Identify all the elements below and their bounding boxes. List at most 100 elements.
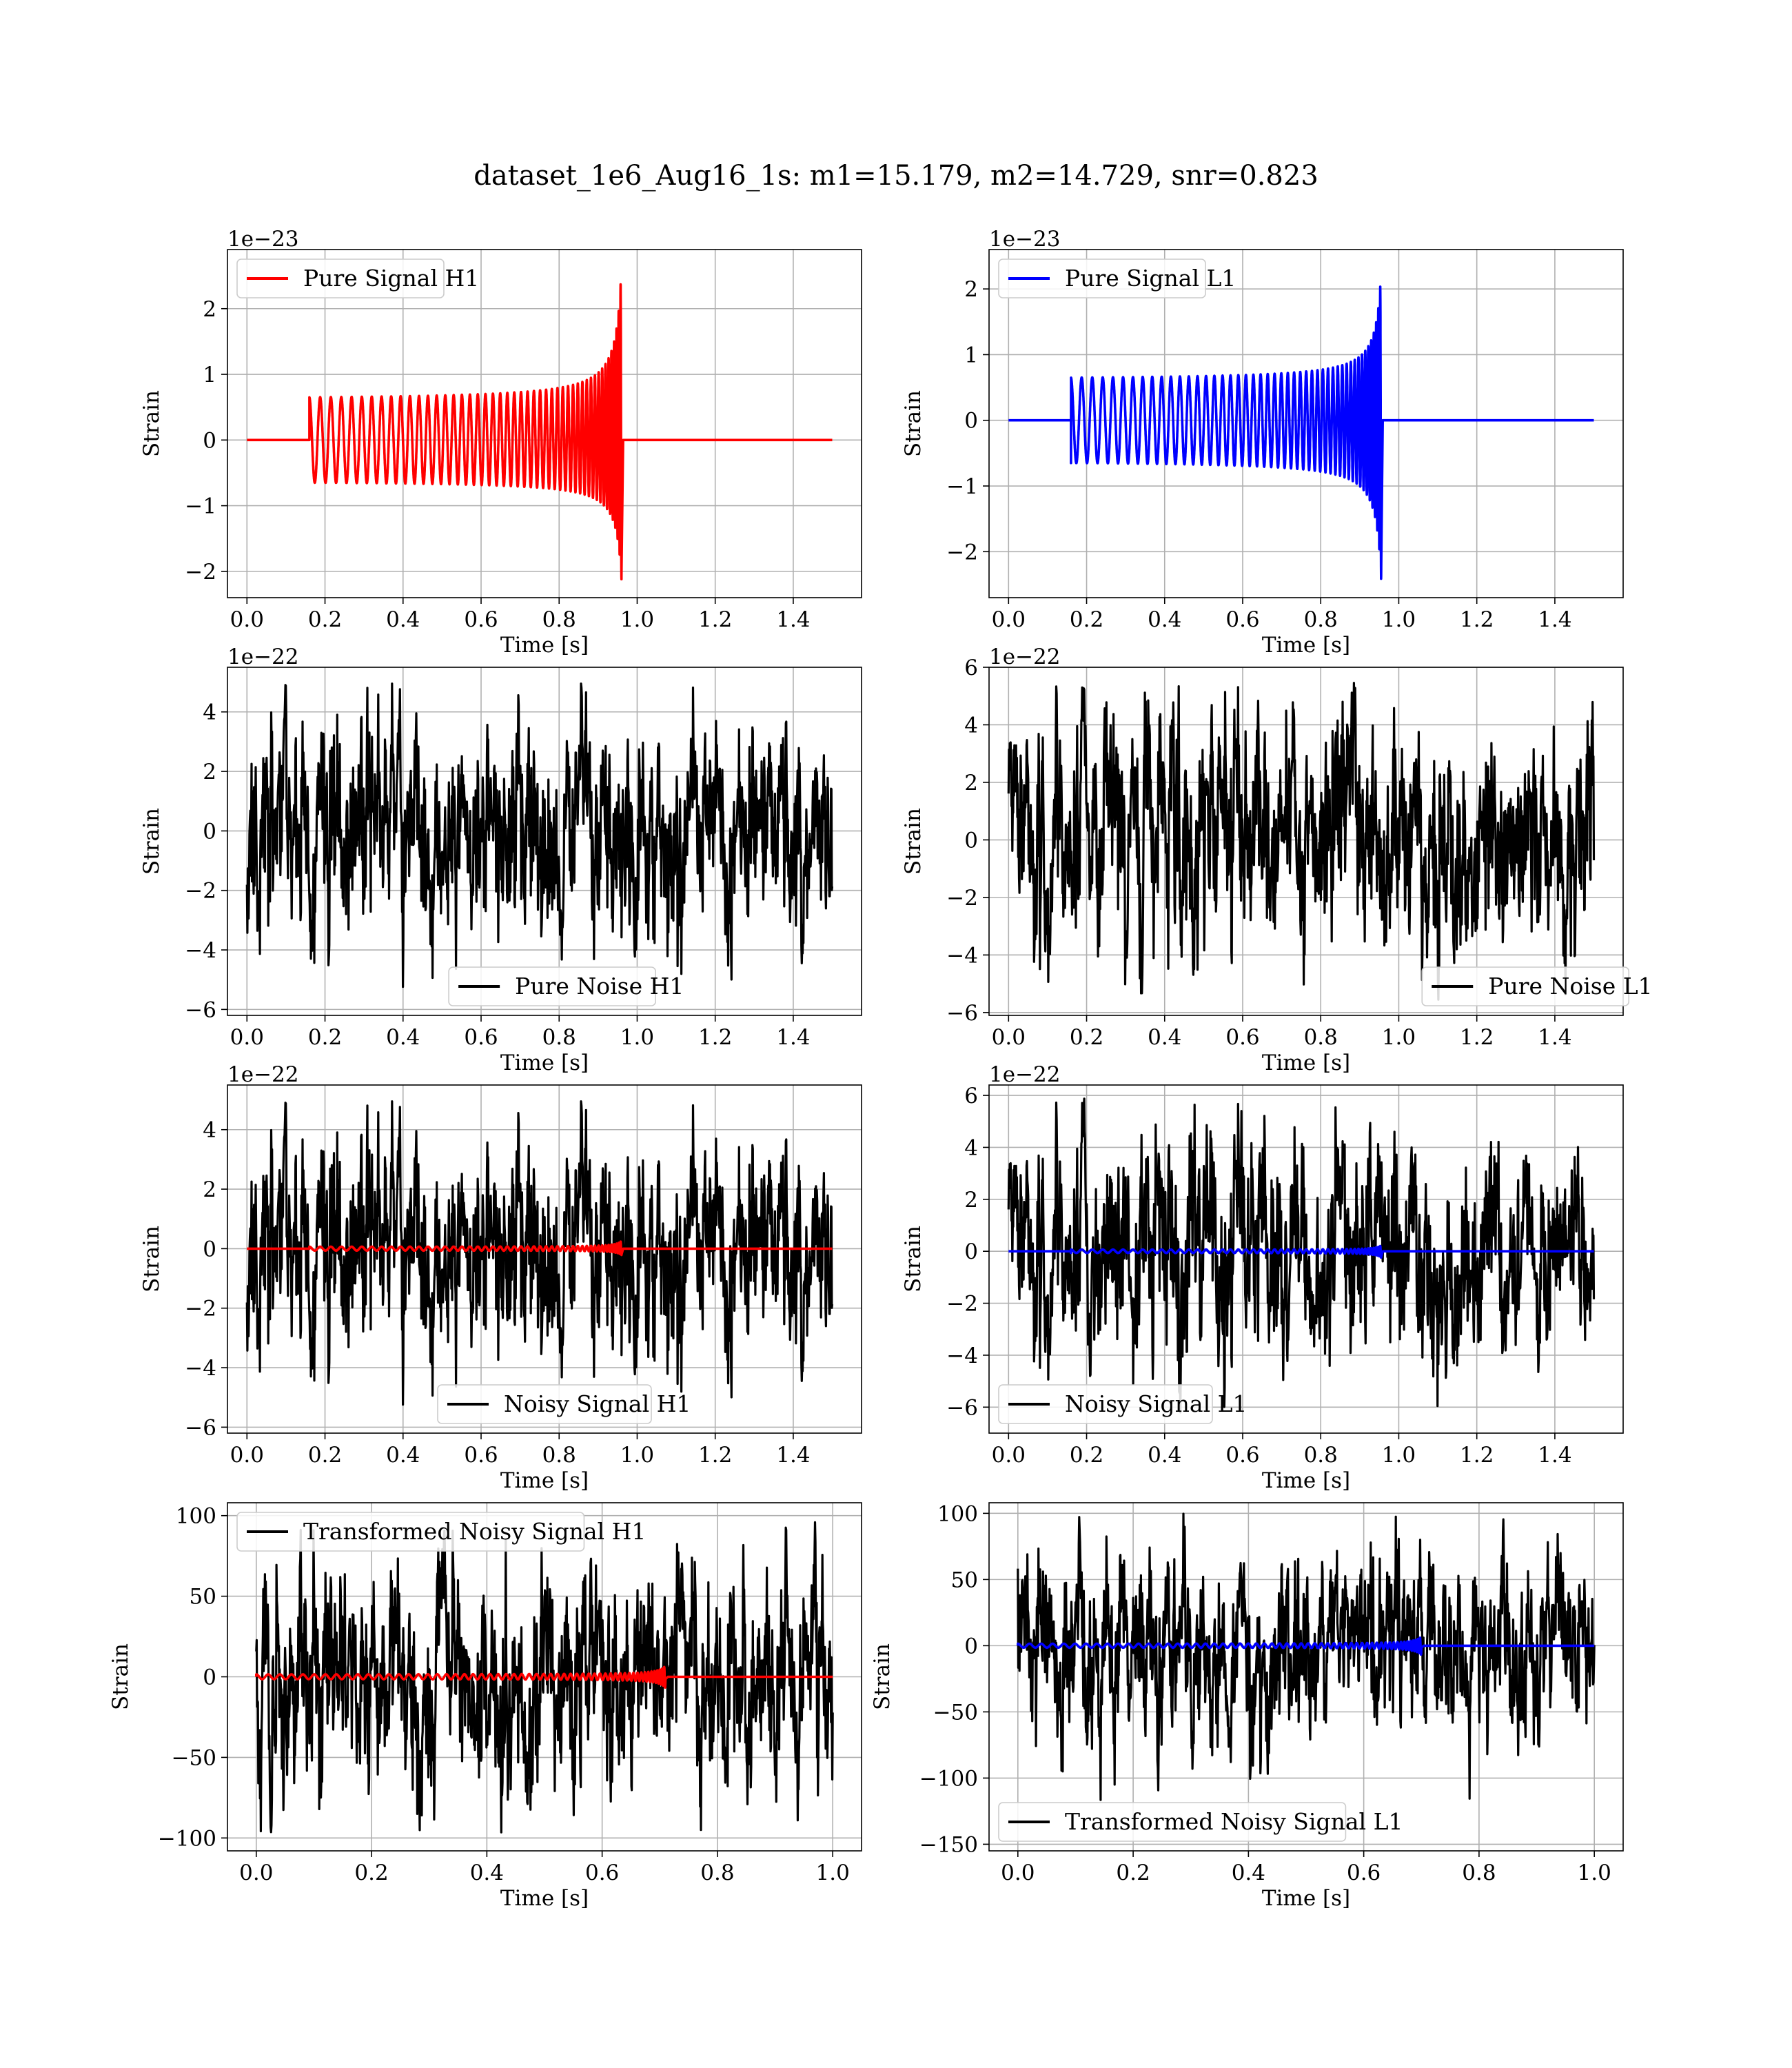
axes-frame [227, 249, 862, 598]
axes-frame [988, 249, 1624, 598]
series-line-chirp [1008, 1244, 1594, 1259]
x-tick-label: 0.4 [386, 1025, 420, 1050]
y-tick-label: −2 [185, 879, 216, 904]
x-tick-label: 0.2 [1070, 1443, 1103, 1468]
legend: Transformed Noisy Signal L1 [998, 1802, 1403, 1842]
x-tick-label: 0.0 [992, 1443, 1026, 1468]
y-tick-label: 0 [203, 1237, 216, 1261]
series-line-noise [255, 1521, 834, 1834]
axes-transformed-noisy-signal-h1: 0.0 0.2 0.4 0.6 0.8 1.0 −100 −50 0 50 100 Time [s] S… [108, 1502, 862, 1911]
y-tick-label: −50 [172, 1745, 216, 1770]
legend-label: Transformed Noisy Signal H1 [303, 1518, 646, 1545]
legend-label: Pure Signal L1 [1065, 265, 1236, 292]
series-line-chirp [255, 1665, 833, 1689]
y-tick-label: 2 [203, 297, 216, 322]
x-tick-label: 0.2 [308, 607, 342, 632]
y-tick-label: 4 [203, 700, 216, 725]
x-tick-label: 1.4 [1538, 1025, 1571, 1050]
axes-pure-signal-l1: 0.0 0.2 0.4 0.6 0.8 1.0 1.2 1.4 −2 −1 0 1 2 Time [s] S… [901, 227, 1624, 658]
axes-frame [227, 667, 862, 1016]
series-line-noise [1007, 1097, 1596, 1414]
legend: Pure Noise L1 [1421, 966, 1653, 1006]
series-line-chirp [1017, 1636, 1595, 1656]
x-tick-label: 0.4 [1148, 1025, 1181, 1050]
x-tick-label: 0.8 [1304, 1025, 1338, 1050]
x-tick-label: 0.0 [1001, 1861, 1035, 1885]
legend-frame [1421, 966, 1630, 1006]
x-tick-label: 1.0 [620, 1443, 654, 1468]
axes-pure-signal-h1: 0.0 0.2 0.4 0.6 0.8 1.0 1.2 1.4 −2 −1 0 1 2 Time [s] S… [139, 227, 862, 658]
series-line-noise [1017, 1512, 1596, 1801]
y-tick-label: 6 [964, 1084, 978, 1108]
series-line-chirp [247, 1240, 833, 1257]
y-tick-label: 0 [964, 828, 978, 853]
axes-pure-noise-h1: 0.0 0.2 0.4 0.6 0.8 1.0 1.2 1.4 −6 −4 −2 0 2 4 Time [s… [139, 645, 862, 1075]
y-tick-label: 4 [203, 1118, 216, 1143]
legend: Pure Signal L1 [998, 258, 1236, 298]
offset-text: 1e−22 [227, 645, 299, 669]
y-tick-label: 2 [964, 1188, 978, 1213]
x-tick-label: 0.8 [542, 1025, 576, 1050]
x-tick-label: 0.8 [1304, 607, 1338, 632]
y-tick-label: −6 [946, 1395, 978, 1420]
offset-text: 1e−23 [227, 227, 299, 252]
y-tick-label: −2 [946, 886, 978, 911]
x-tick-label: 0.4 [1148, 1443, 1181, 1468]
x-tick-label: 0.8 [700, 1861, 734, 1885]
x-tick-label: 1.4 [1538, 1443, 1571, 1468]
x-tick-label: 1.0 [620, 607, 654, 632]
y-tick-label: −6 [946, 1001, 978, 1026]
legend: Noisy Signal L1 [998, 1384, 1248, 1424]
y-tick-label: −4 [185, 938, 216, 963]
y-tick-label: 6 [964, 656, 978, 680]
x-tick-label: 0.2 [354, 1861, 388, 1885]
x-axis-label: Time [s] [500, 1886, 589, 1911]
x-tick-label: 0.6 [585, 1861, 619, 1885]
series-line-chirp [247, 283, 833, 580]
x-tick-label: 0.2 [1116, 1861, 1150, 1885]
x-axis-label: Time [s] [1262, 1051, 1350, 1075]
y-tick-label: −2 [946, 1292, 978, 1317]
y-tick-label: 1 [203, 363, 216, 387]
legend-label: Noisy Signal L1 [1065, 1390, 1248, 1417]
x-tick-label: 0.4 [386, 1443, 420, 1468]
y-tick-label: 0 [203, 1665, 216, 1690]
x-tick-label: 0.8 [542, 607, 576, 632]
x-tick-label: 1.4 [776, 1443, 810, 1468]
series-line-noise [1007, 682, 1596, 1001]
y-axis-label: Strain [901, 808, 926, 875]
legend: Pure Noise H1 [448, 966, 684, 1006]
x-tick-label: 0.6 [464, 607, 498, 632]
legend-label: Pure Signal H1 [303, 265, 479, 292]
legend-label: Transformed Noisy Signal L1 [1065, 1808, 1403, 1835]
y-tick-label: 0 [203, 428, 216, 453]
axes-frame [988, 1084, 1624, 1434]
x-tick-label: 0.6 [1225, 607, 1259, 632]
x-tick-label: 0.2 [1070, 607, 1103, 632]
y-tick-label: 2 [964, 771, 978, 795]
legend-label: Noisy Signal H1 [504, 1390, 691, 1417]
y-tick-label: −1 [946, 474, 978, 499]
x-axis-label: Time [s] [1262, 633, 1350, 658]
series-line-noise [245, 1100, 834, 1406]
axes-noisy-signal-l1: 0.0 0.2 0.4 0.6 0.8 1.0 1.2 1.4 −6 −4 −2 0 2 4 6 Time [… [901, 1062, 1624, 1493]
y-tick-label: −2 [185, 560, 216, 585]
x-tick-label: 0.4 [1148, 607, 1181, 632]
x-tick-label: 1.2 [1460, 607, 1494, 632]
x-axis-label: Time [s] [500, 1051, 589, 1075]
y-tick-label: −50 [933, 1700, 978, 1725]
offset-text: 1e−22 [989, 645, 1061, 669]
x-tick-label: 0.6 [1347, 1861, 1381, 1885]
x-tick-label: 1.2 [1460, 1443, 1494, 1468]
x-tick-label: 0.2 [308, 1443, 342, 1468]
axes-frame [988, 1502, 1624, 1852]
x-tick-label: 0.4 [470, 1861, 504, 1885]
x-axis-label: Time [s] [500, 633, 589, 658]
x-tick-label: 0.0 [230, 1025, 264, 1050]
x-tick-label: 0.8 [542, 1443, 576, 1468]
y-tick-label: 0 [964, 1239, 978, 1264]
x-tick-label: 0.4 [386, 607, 420, 632]
axes-frame [227, 1084, 862, 1434]
x-tick-label: 1.0 [1382, 1443, 1416, 1468]
x-tick-label: 0.2 [308, 1025, 342, 1050]
